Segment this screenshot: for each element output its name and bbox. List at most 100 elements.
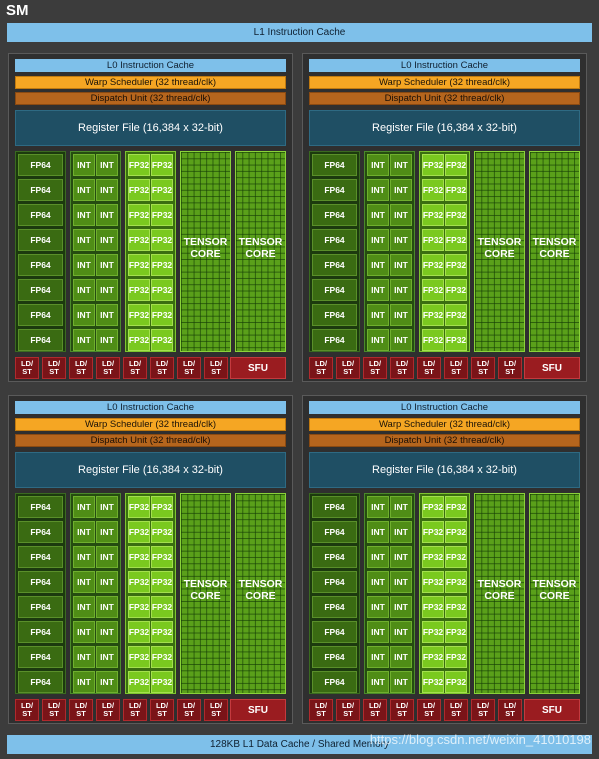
fp32-unit: FP32 xyxy=(128,204,150,226)
int-unit: INT xyxy=(390,571,412,593)
tensor-core: TENSOR CORE xyxy=(474,493,525,694)
fp32-unit: FP32 xyxy=(128,279,150,301)
fp64-unit: FP64 xyxy=(312,254,357,276)
fp32-unit: FP32 xyxy=(422,179,444,201)
fp32-unit: FP32 xyxy=(445,179,467,201)
tensor-label-line2: CORE xyxy=(190,248,221,260)
int-unit: INT xyxy=(73,596,95,618)
ldst-label-line2: ST xyxy=(478,709,488,718)
tensor-label-line1: TENSOR xyxy=(477,578,522,590)
int-unit: INT xyxy=(96,546,118,568)
fp64-column: FP64 FP64 FP64 FP64 FP64 FP64 FP64 FP64 xyxy=(15,493,66,694)
ldst-label-line2: ST xyxy=(184,367,194,376)
sfu-unit: SFU xyxy=(524,357,580,379)
tensor-core-label: TENSOR CORE xyxy=(530,236,579,260)
ldst-unit: LD/ST xyxy=(390,357,414,379)
l0-instruction-cache: L0 Instruction Cache xyxy=(309,59,580,72)
ldst-unit: LD/ST xyxy=(444,357,468,379)
tensor-label-line1: TENSOR xyxy=(238,236,283,248)
ldst-label-line2: ST xyxy=(49,367,59,376)
ldst-label-line2: ST xyxy=(22,367,32,376)
ldst-unit: LD/ST xyxy=(471,357,495,379)
int-unit: INT xyxy=(390,646,412,668)
l1-instruction-cache: L1 Instruction Cache xyxy=(7,23,592,42)
tensor-core-label: TENSOR CORE xyxy=(236,578,285,602)
fp64-unit: FP64 xyxy=(312,521,357,543)
fp64-unit: FP64 xyxy=(18,254,63,276)
ldst-label-line2: ST xyxy=(505,367,515,376)
fp32-unit: FP32 xyxy=(445,304,467,326)
ldst-label-line1: LD/ xyxy=(128,701,142,710)
int-unit: INT xyxy=(96,154,118,176)
ldst-label-line2: ST xyxy=(157,709,167,718)
tensor-core-label: TENSOR CORE xyxy=(181,236,230,260)
int-unit: INT xyxy=(73,546,95,568)
dispatch-unit: Dispatch Unit (32 thread/clk) xyxy=(309,434,580,447)
ldst-unit: LD/ST xyxy=(15,699,39,721)
ldst-label-line1: LD/ xyxy=(449,359,463,368)
fp64-unit: FP64 xyxy=(18,671,63,693)
fp64-unit: FP64 xyxy=(18,496,63,518)
int-unit: INT xyxy=(390,496,412,518)
fp32-unit: FP32 xyxy=(151,521,173,543)
int-unit: INT xyxy=(73,229,95,251)
ldst-label-line1: LD/ xyxy=(368,359,382,368)
l0-instruction-cache: L0 Instruction Cache xyxy=(309,401,580,414)
ldst-unit: LD/ST xyxy=(42,699,66,721)
ldst-label-line2: ST xyxy=(316,709,326,718)
fp32-unit: FP32 xyxy=(445,671,467,693)
fp32-unit: FP32 xyxy=(151,154,173,176)
int-unit: INT xyxy=(96,521,118,543)
ldst-label-line1: LD/ xyxy=(422,701,436,710)
ldst-label-line1: LD/ xyxy=(155,701,169,710)
fp64-unit: FP64 xyxy=(312,204,357,226)
int-unit: INT xyxy=(367,646,389,668)
fp32-unit: FP32 xyxy=(128,329,150,351)
fp64-unit: FP64 xyxy=(18,229,63,251)
int-unit: INT xyxy=(390,179,412,201)
tensor-core: TENSOR CORE xyxy=(474,151,525,352)
tensor-core: TENSOR CORE xyxy=(235,493,286,694)
int-unit: INT xyxy=(367,496,389,518)
int-unit: INT xyxy=(367,229,389,251)
ldst-label-line1: LD/ xyxy=(368,701,382,710)
int-column: INT INT INT INT INT INT INT INT INT INT INT INT INT I… xyxy=(364,493,415,694)
ldst-label-line2: ST xyxy=(370,367,380,376)
fp32-unit: FP32 xyxy=(422,546,444,568)
ldst-unit: LD/ST xyxy=(336,357,360,379)
fp32-unit: FP32 xyxy=(128,496,150,518)
ldst-label-line1: LD/ xyxy=(101,359,115,368)
int-unit: INT xyxy=(367,546,389,568)
ldst-unit: LD/ST xyxy=(42,357,66,379)
tensor-core-label: TENSOR CORE xyxy=(475,236,524,260)
ldst-label-line1: LD/ xyxy=(449,701,463,710)
ldst-label-line2: ST xyxy=(211,709,221,718)
ldst-label-line1: LD/ xyxy=(101,701,115,710)
ldst-label-line1: LD/ xyxy=(341,359,355,368)
tensor-core-label: TENSOR CORE xyxy=(236,236,285,260)
int-unit: INT xyxy=(367,521,389,543)
int-unit: INT xyxy=(73,179,95,201)
int-unit: INT xyxy=(390,154,412,176)
warp-scheduler: Warp Scheduler (32 thread/clk) xyxy=(15,76,286,89)
ldst-unit: LD/ST xyxy=(417,357,441,379)
warp-scheduler: Warp Scheduler (32 thread/clk) xyxy=(15,418,286,431)
int-unit: INT xyxy=(96,279,118,301)
ldst-label-line1: LD/ xyxy=(155,359,169,368)
fp64-unit: FP64 xyxy=(312,329,357,351)
fp32-unit: FP32 xyxy=(151,204,173,226)
fp32-column: FP32 FP32 FP32 FP32 FP32 FP32 FP32 FP32 FP32 FP32… xyxy=(419,151,470,352)
dispatch-unit: Dispatch Unit (32 thread/clk) xyxy=(15,92,286,105)
fp32-unit: FP32 xyxy=(151,621,173,643)
int-unit: INT xyxy=(367,254,389,276)
ldst-label-line1: LD/ xyxy=(395,359,409,368)
ldst-label-line1: LD/ xyxy=(20,359,34,368)
int-unit: INT xyxy=(73,521,95,543)
fp64-unit: FP64 xyxy=(312,179,357,201)
int-unit: INT xyxy=(390,621,412,643)
fp32-unit: FP32 xyxy=(128,596,150,618)
int-unit: INT xyxy=(96,304,118,326)
fp32-unit: FP32 xyxy=(422,596,444,618)
register-file: Register File (16,384 x 32-bit) xyxy=(309,110,580,146)
sfu-unit: SFU xyxy=(230,357,286,379)
